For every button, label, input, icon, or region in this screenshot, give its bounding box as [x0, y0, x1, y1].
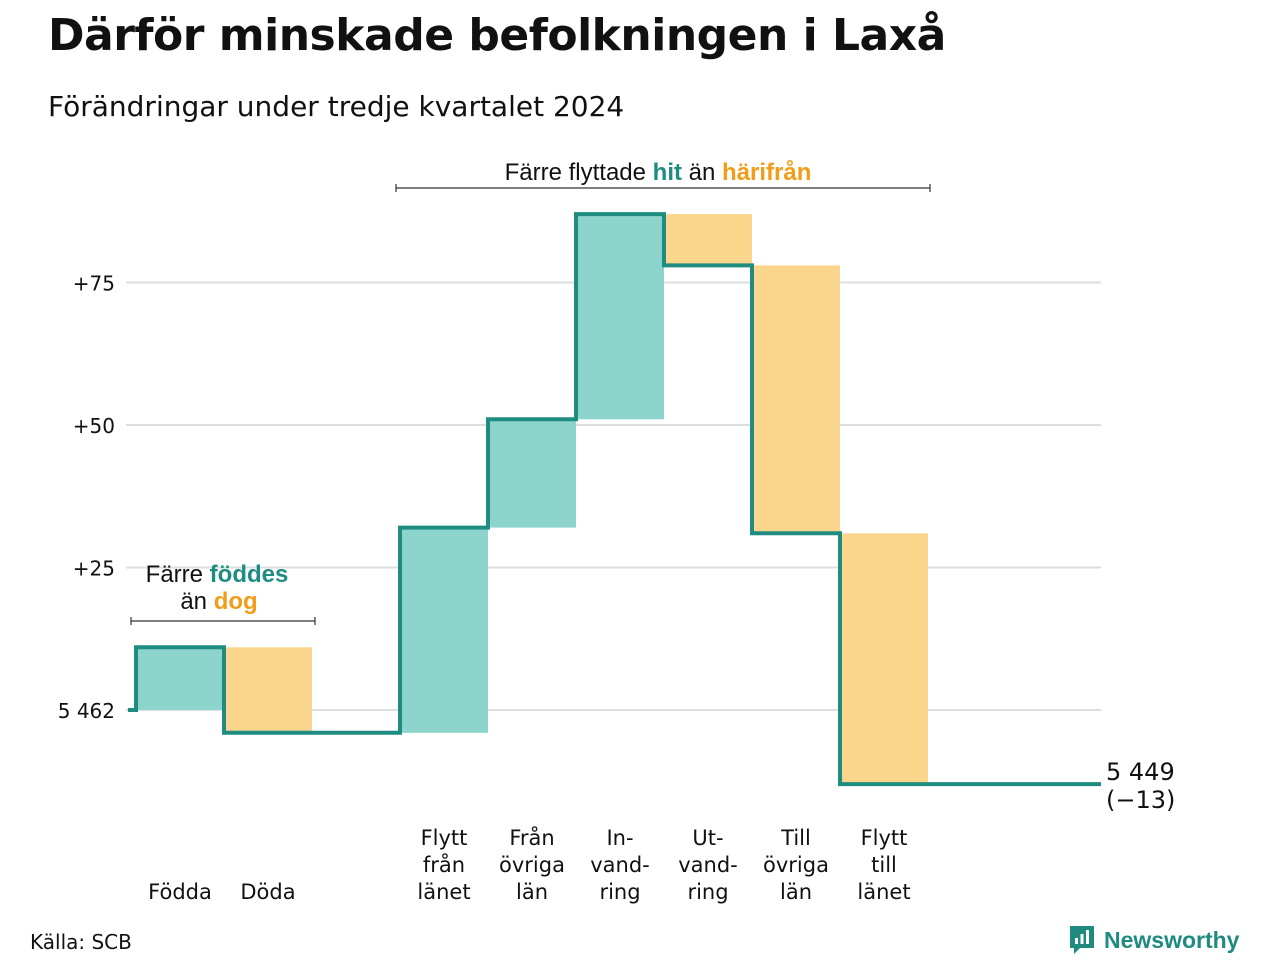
bar-increase	[136, 647, 224, 710]
x-tick-label: länet	[857, 880, 910, 904]
y-tick-label: 5 462	[58, 699, 115, 723]
x-tick-label: Döda	[240, 880, 295, 904]
annotation-births-line2: än dog	[180, 588, 257, 615]
x-tick-label: Flytt	[421, 826, 468, 850]
bar-increase	[488, 419, 576, 528]
end-change: (−13)	[1106, 786, 1175, 814]
x-tick-label: övriga	[763, 853, 829, 877]
x-tick-label: länet	[417, 880, 470, 904]
annotation-part: härifrån	[722, 159, 811, 186]
bar-decrease	[752, 265, 840, 534]
y-axis-labels: 5 462 +25 +50 +75	[58, 272, 115, 724]
brand-name: Newsworthy	[1104, 926, 1240, 953]
chart-title: Därför minskade befolkningen i Laxå	[48, 10, 946, 61]
annotation-part: hit	[653, 159, 682, 186]
annotation-part: Färre	[146, 561, 210, 588]
end-value-label: 5 449(−13)	[1106, 758, 1175, 814]
y-tick-label: +50	[73, 414, 115, 438]
x-tick-label: Födda	[148, 880, 212, 904]
brand-logo: Newsworthy	[1068, 924, 1239, 956]
x-tick-label: län	[780, 880, 812, 904]
y-tick-label: +25	[73, 557, 115, 581]
annotation-part: föddes	[210, 561, 289, 588]
annotation-births-line1: Färre föddes	[146, 561, 289, 588]
chart-subtitle: Förändringar under tredje kvartalet 2024	[48, 90, 625, 123]
x-tick-label: Ut-	[692, 826, 723, 850]
x-tick-label: Från	[509, 825, 554, 850]
x-tick-label: län	[516, 880, 548, 904]
cumulative-step-line	[128, 212, 1101, 787]
x-tick-label: övriga	[499, 853, 565, 877]
source-note: Källa: SCB	[30, 930, 132, 954]
x-axis-labels: Födda DödaFlyttfrånlänetFrånövrigalänIn-v…	[148, 825, 910, 904]
x-tick-label: Till	[780, 826, 811, 850]
annotation-migration: Färre flyttade hit än härifrån	[505, 159, 812, 186]
end-value: 5 449	[1106, 758, 1175, 786]
x-tick-label: ring	[687, 880, 728, 904]
x-tick-label: till	[871, 853, 897, 877]
newsworthy-logo-icon	[1070, 926, 1094, 954]
bar-increase	[576, 214, 664, 420]
x-tick-label: vand-	[590, 853, 650, 877]
annotation-part: dog	[214, 588, 258, 615]
y-tick-label: +75	[73, 272, 115, 296]
x-tick-label: från	[423, 852, 465, 877]
bars	[136, 214, 928, 785]
annotation-part: Färre flyttade	[505, 159, 653, 186]
x-tick-label: Flytt	[861, 826, 908, 850]
annotation-part: än	[682, 159, 722, 186]
bar-decrease	[664, 214, 752, 266]
x-tick-label: In-	[606, 826, 633, 850]
bar-increase	[400, 527, 488, 733]
x-tick-label: vand-	[678, 853, 738, 877]
bar-decrease	[840, 533, 928, 785]
step-line	[128, 212, 1101, 787]
x-tick-label: ring	[599, 880, 640, 904]
annotation-part: än	[180, 588, 213, 615]
bar-decrease	[224, 647, 312, 733]
